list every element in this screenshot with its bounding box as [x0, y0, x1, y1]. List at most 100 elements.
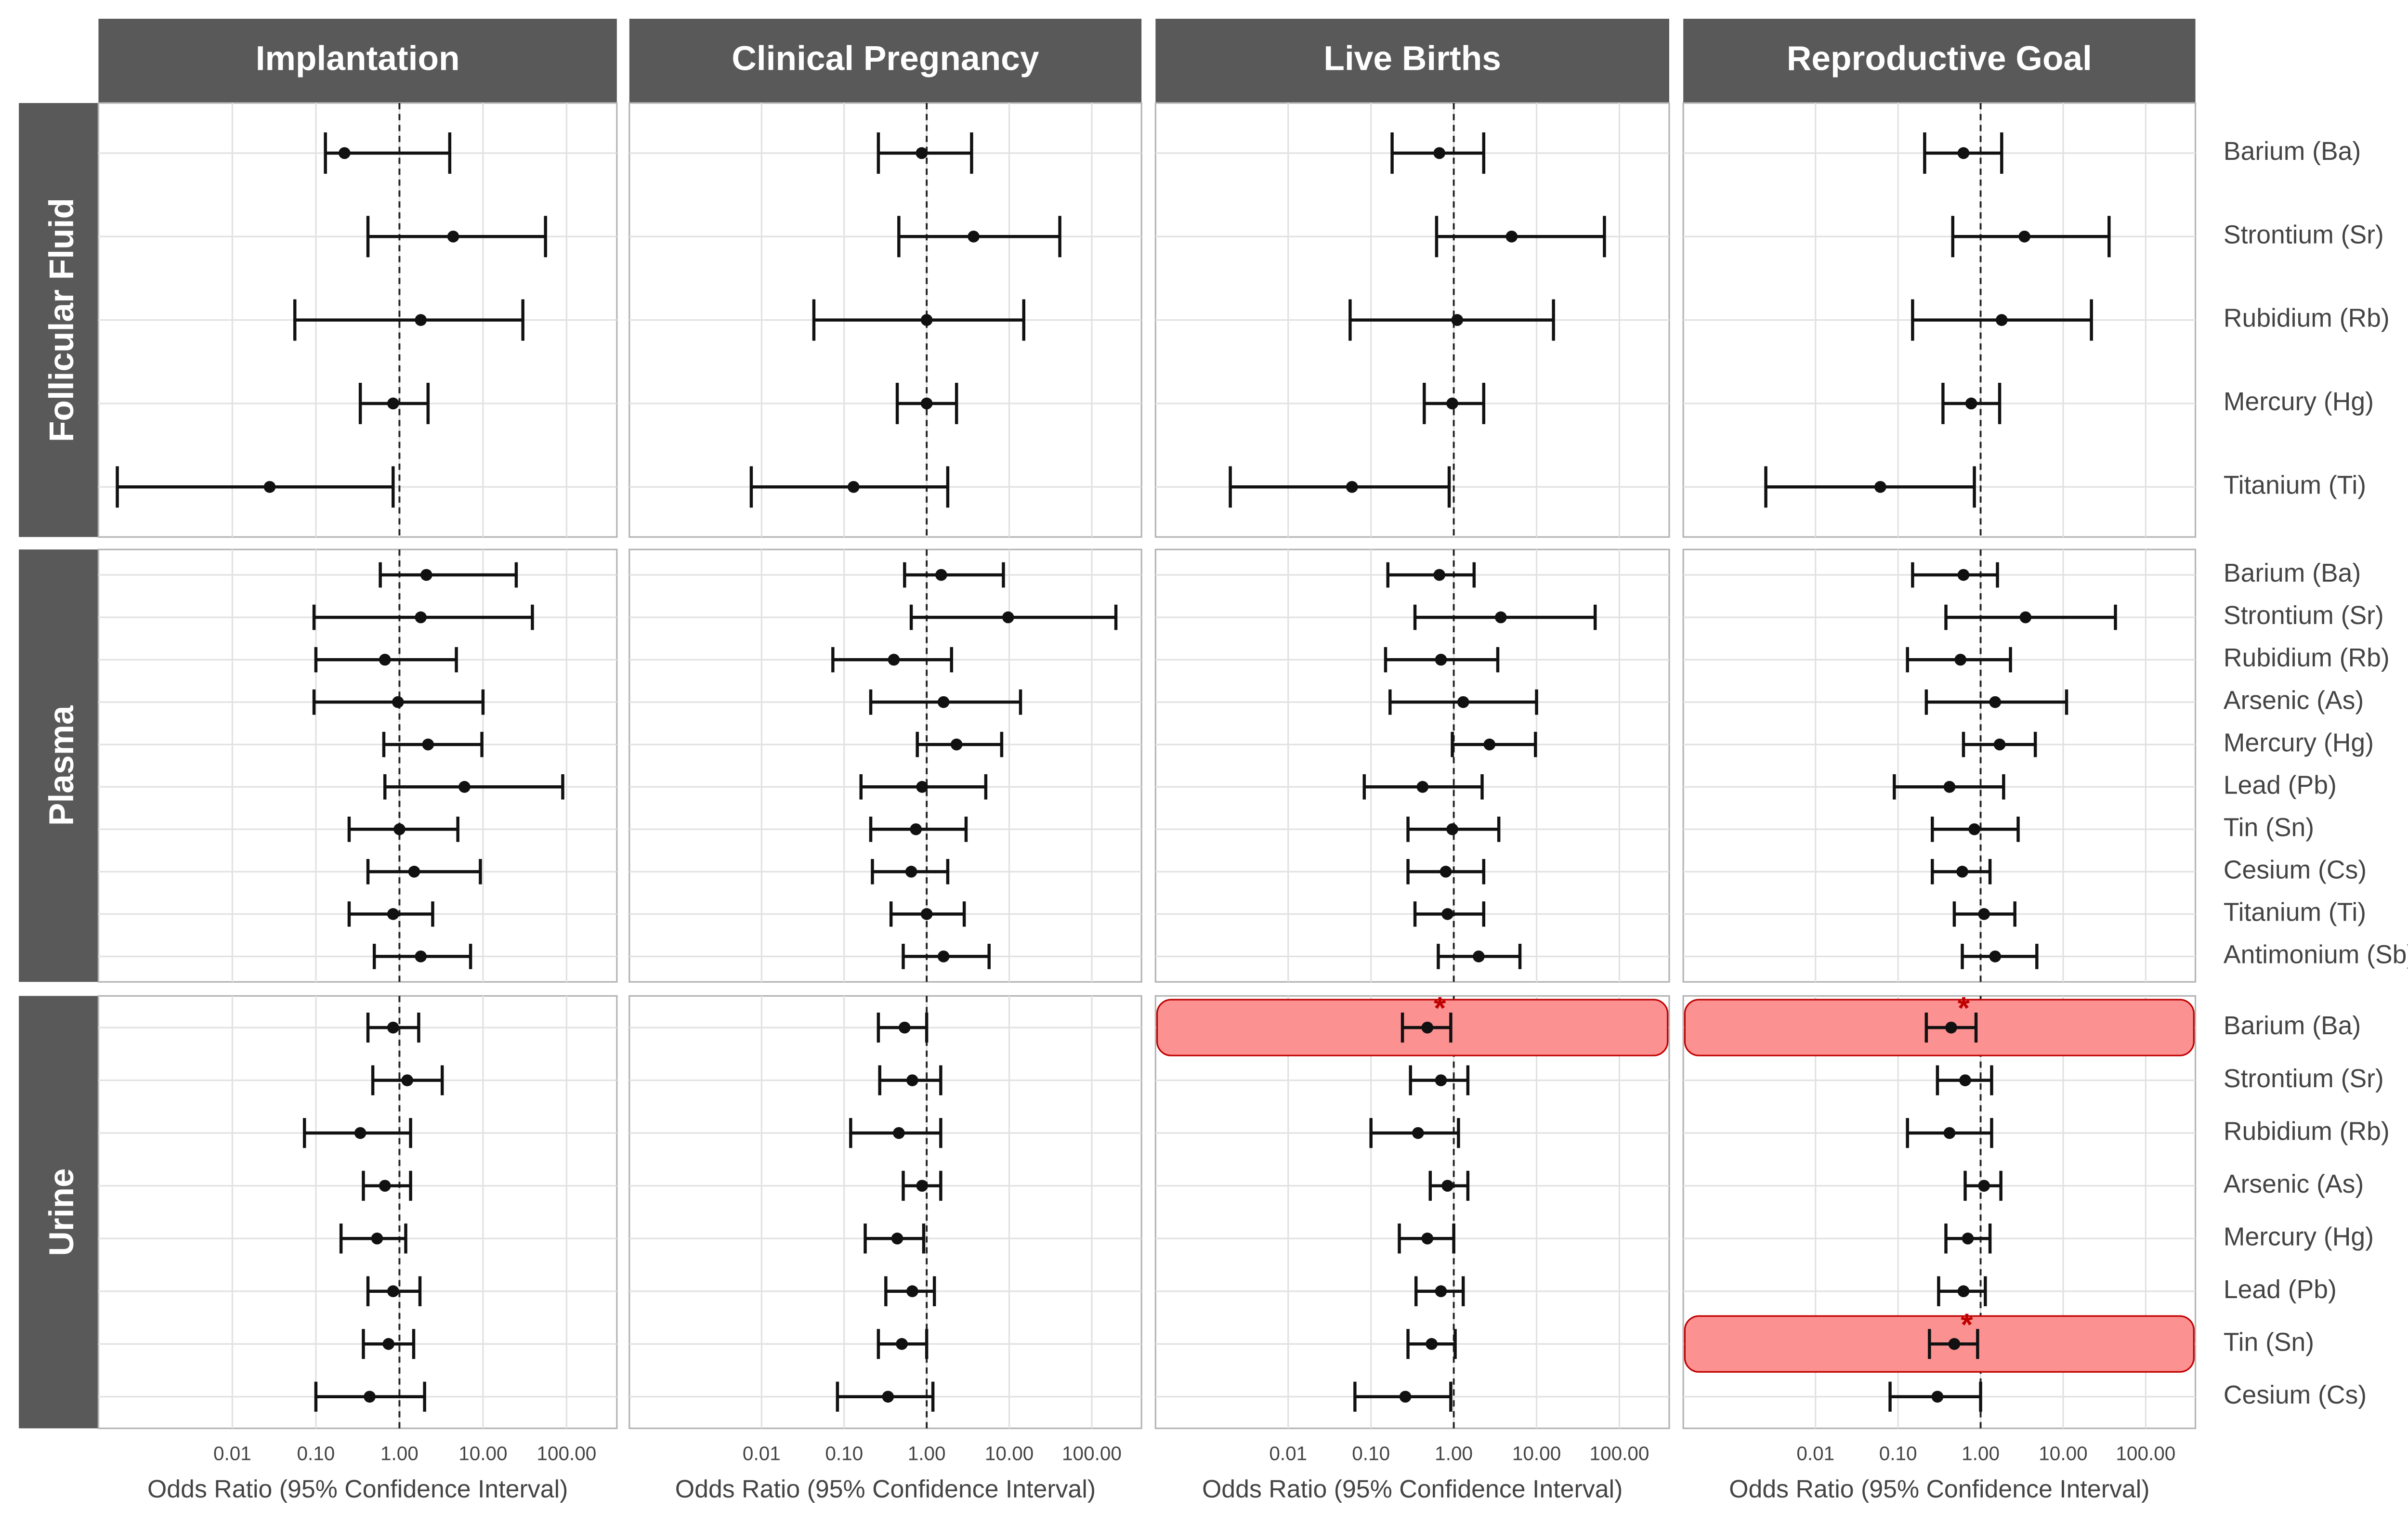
point: [1421, 1021, 1434, 1034]
x-tick-label: 100.00: [1590, 1442, 1649, 1464]
point: [1978, 1180, 1990, 1192]
point: [415, 611, 427, 624]
point: [1968, 823, 1980, 835]
point: [1957, 1285, 1970, 1298]
x-tick-label: 10.00: [458, 1442, 507, 1464]
significance-marker: *: [1961, 1307, 1973, 1342]
point: [2019, 611, 2032, 624]
category-label: Rubidium (Rb): [2224, 644, 2390, 672]
point: [1346, 481, 1358, 493]
x-tick-label: 0.10: [1879, 1442, 1917, 1464]
category-label: Tin (Sn): [2224, 1328, 2314, 1356]
group-label: Follicular Fluid: [42, 198, 81, 442]
column-title: Reproductive Goal: [1787, 39, 2092, 78]
point: [408, 866, 420, 878]
column-title: Live Births: [1323, 39, 1501, 78]
panel: [628, 995, 1142, 1430]
point: [1441, 1180, 1453, 1192]
point: [387, 1285, 399, 1298]
row-strip: [19, 549, 104, 982]
column-header: [98, 18, 617, 103]
row-strip: [19, 996, 104, 1429]
x-tick-label: 1.00: [380, 1442, 419, 1464]
point: [2018, 230, 2030, 243]
point: [920, 908, 933, 920]
x-tick-label: 0.10: [1352, 1442, 1390, 1464]
x-tick-label: 100.00: [537, 1442, 596, 1464]
category-label: Arsenic (As): [2224, 1170, 2364, 1198]
point: [422, 738, 434, 751]
point: [415, 314, 427, 326]
x-tick-label: 10.00: [1512, 1442, 1561, 1464]
point: [387, 397, 399, 410]
column-title: Implantation: [256, 39, 460, 78]
point: [1421, 1232, 1434, 1245]
point: [1943, 1127, 1956, 1139]
significance-marker: *: [1958, 990, 1970, 1026]
panel: [97, 548, 618, 983]
point: [387, 1021, 399, 1034]
point: [1957, 569, 1970, 581]
panel: [628, 548, 1142, 983]
point: [1446, 397, 1458, 410]
column-title: Clinical Pregnancy: [732, 39, 1039, 78]
point: [1989, 696, 2002, 708]
x-tick-label: 0.10: [297, 1442, 335, 1464]
point: [1956, 866, 1968, 878]
group-label: Urine: [42, 1168, 81, 1256]
x-tick-label: 0.01: [743, 1442, 781, 1464]
point: [1954, 653, 1967, 666]
x-tick-label: 1.00: [1962, 1442, 2000, 1464]
point: [447, 230, 459, 243]
point: [906, 1074, 918, 1086]
point: [1412, 1127, 1424, 1139]
panel: [1154, 548, 1670, 983]
point: [1962, 1232, 1974, 1245]
point: [1957, 147, 1970, 159]
category-label: Cesium (Cs): [2224, 856, 2367, 884]
point: [1457, 696, 1469, 708]
point: [1874, 481, 1886, 493]
category-label: Mercury (Hg): [2224, 1223, 2374, 1251]
point: [906, 1285, 918, 1298]
point: [415, 950, 427, 963]
category-label: Mercury (Hg): [2224, 388, 2374, 416]
point: [896, 1338, 908, 1350]
category-label: Barium (Ba): [2224, 1012, 2361, 1040]
point: [1505, 230, 1518, 243]
point: [1426, 1338, 1438, 1350]
panel: [1154, 995, 1670, 1430]
point: [382, 1338, 395, 1350]
point: [1483, 738, 1496, 751]
category-label: Lead (Pb): [2224, 771, 2337, 799]
point: [1446, 823, 1458, 835]
point: [1943, 781, 1956, 793]
x-axis-label: Odds Ratio (95% Confidence Interval): [1729, 1475, 2149, 1503]
point: [393, 823, 406, 835]
point: [1399, 1391, 1412, 1403]
point: [1989, 950, 2002, 963]
point: [920, 397, 933, 410]
category-label: Rubidium (Rb): [2224, 1117, 2390, 1145]
x-tick-label: 1.00: [1435, 1442, 1473, 1464]
point: [379, 1180, 391, 1192]
point: [1416, 781, 1429, 793]
x-tick-label: 0.01: [213, 1442, 251, 1464]
point: [950, 738, 963, 751]
point: [1931, 1391, 1944, 1403]
point: [263, 481, 276, 493]
point: [937, 950, 950, 963]
point: [1433, 569, 1446, 581]
point: [1945, 1021, 1957, 1034]
point: [1435, 653, 1447, 666]
point: [371, 1232, 383, 1245]
point: [1435, 1074, 1447, 1086]
point: [458, 781, 471, 793]
significance-marker: *: [1434, 990, 1446, 1026]
category-label: Barium (Ba): [2224, 559, 2361, 587]
point: [1494, 611, 1507, 624]
point: [935, 569, 947, 581]
point: [1993, 738, 2006, 751]
